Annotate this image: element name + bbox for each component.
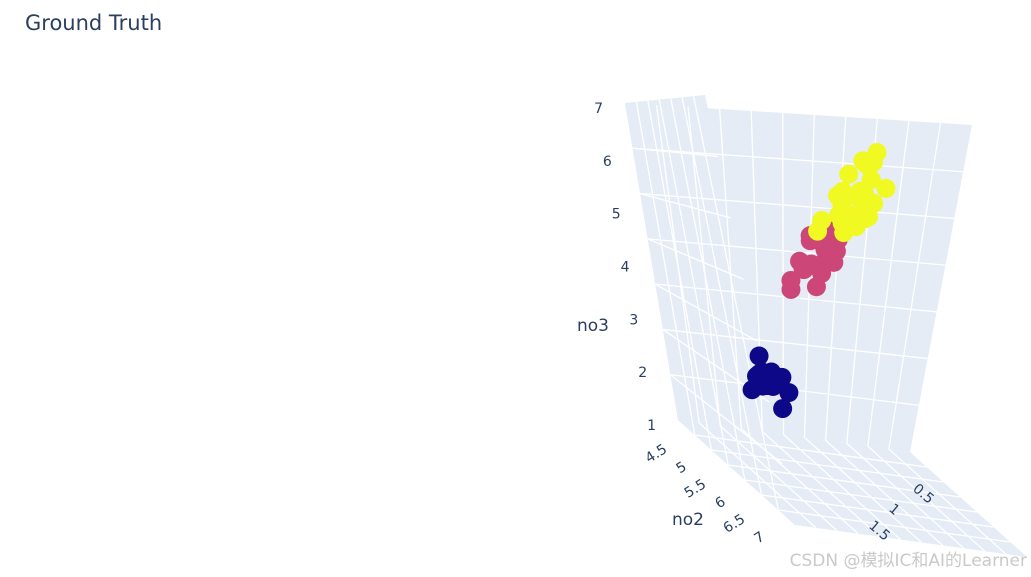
gridline-back-horizontal (655, 283, 937, 313)
x-axis-tick-label: 5.5 (682, 476, 709, 501)
data-point-cluster-3[interactable] (834, 223, 854, 243)
z-axis-tick-label: 6 (603, 154, 612, 170)
gridline-floor-cross (694, 434, 927, 468)
gridline-floor (888, 448, 1007, 555)
x-axis-tick-label: 6 (712, 494, 728, 512)
gridline-back-horizontal (632, 147, 964, 173)
x-axis-tick-label: 7 (751, 529, 767, 547)
data-point-cluster-3[interactable] (853, 151, 873, 171)
gridline-side-vertical (647, 100, 713, 451)
gridline-back-horizontal (640, 192, 955, 220)
gridline-side-horizontal (639, 192, 731, 219)
gridline-side-horizontal (647, 238, 744, 280)
gridline-side-vertical (670, 98, 746, 481)
gridline-floor (867, 445, 986, 552)
z-axis-tick-label: 1 (647, 418, 656, 434)
gridline-side-vertical (692, 96, 779, 511)
gridline-side-horizontal (654, 283, 757, 342)
watermark-text: CSDN @模拟IC和AI的Learner (789, 551, 1027, 571)
gridline-back-vertical (867, 120, 910, 447)
gridline-side-horizontal (670, 374, 783, 465)
gridline-floor (846, 442, 965, 549)
gridline-floor-cross (744, 479, 977, 513)
z-axis-tick-label: 2 (638, 365, 647, 381)
gridline-back-horizontal (647, 238, 946, 266)
z-axis-tick-label: 5 (612, 207, 621, 223)
data-point-cluster-3[interactable] (850, 189, 870, 209)
x-axis-title: no2 (672, 510, 704, 530)
gridline-floor-cross (711, 449, 944, 483)
gridline-side-vertical (681, 97, 763, 496)
scatter-points (742, 142, 896, 419)
x-axis-tick-label: 6.5 (721, 511, 748, 536)
z-axis-tick-label: 4 (621, 260, 630, 276)
data-point-cluster-1[interactable] (766, 366, 786, 386)
data-point-cluster-3[interactable] (839, 164, 859, 184)
data-point-cluster-2[interactable] (814, 252, 834, 272)
gridline-side-vertical (635, 101, 696, 436)
gridline-side-vertical (658, 99, 729, 466)
gridline-floor-cross (728, 464, 961, 498)
x-axis-tick-label: 4.5 (643, 441, 670, 466)
data-point-cluster-1[interactable] (773, 399, 793, 419)
data-point-cluster-1[interactable] (749, 346, 769, 366)
gridline-floor (804, 436, 922, 543)
x-axis-tick-label: 5 (673, 459, 689, 477)
data-point-cluster-3[interactable] (876, 178, 896, 198)
data-point-cluster-2[interactable] (793, 259, 813, 279)
gridline-back-horizontal (662, 328, 928, 360)
chart-title: Ground Truth (25, 11, 163, 35)
data-point-cluster-3[interactable] (812, 210, 832, 230)
scene-gridlines (632, 96, 1011, 555)
gridline-floor (719, 425, 838, 532)
z-axis-title: no3 (577, 316, 609, 336)
scene-wall-3 (625, 95, 795, 525)
data-point-cluster-2[interactable] (781, 270, 801, 290)
gridline-floor (783, 434, 901, 541)
z-axis-tick-label: 7 (594, 101, 603, 117)
data-point-cluster-1[interactable] (742, 380, 762, 400)
data-point-cluster-3[interactable] (832, 194, 852, 214)
gridline-side-horizontal (632, 147, 718, 158)
gridline-floor-cross (761, 494, 994, 528)
gridline-back-vertical (888, 122, 942, 450)
data-point-cluster-1[interactable] (779, 383, 799, 403)
gridline-floor (761, 431, 880, 538)
gridline-back-vertical (687, 106, 721, 426)
data-point-cluster-3[interactable] (867, 142, 887, 162)
gridline-floor-cross (778, 509, 1011, 543)
z-axis-tick-label: 3 (629, 312, 638, 328)
gridline-floor (825, 439, 944, 546)
